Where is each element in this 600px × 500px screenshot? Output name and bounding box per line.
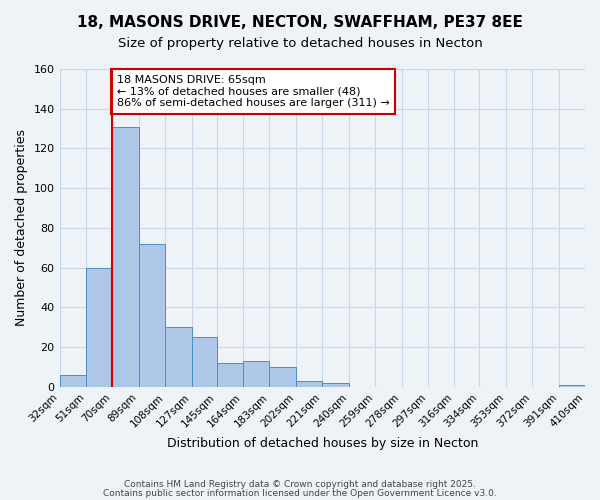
Bar	[112, 126, 139, 387]
Bar	[322, 383, 349, 387]
Bar	[59, 375, 86, 387]
Text: Size of property relative to detached houses in Necton: Size of property relative to detached ho…	[118, 38, 482, 51]
Bar	[217, 363, 243, 387]
Bar	[191, 338, 217, 387]
Bar	[296, 381, 322, 387]
Y-axis label: Number of detached properties: Number of detached properties	[15, 130, 28, 326]
Text: 18, MASONS DRIVE, NECTON, SWAFFHAM, PE37 8EE: 18, MASONS DRIVE, NECTON, SWAFFHAM, PE37…	[77, 15, 523, 30]
Bar	[243, 361, 269, 387]
Bar	[559, 385, 585, 387]
Bar	[269, 367, 296, 387]
Text: Contains HM Land Registry data © Crown copyright and database right 2025.: Contains HM Land Registry data © Crown c…	[124, 480, 476, 489]
Bar	[165, 328, 191, 387]
Text: 18 MASONS DRIVE: 65sqm
← 13% of detached houses are smaller (48)
86% of semi-det: 18 MASONS DRIVE: 65sqm ← 13% of detached…	[116, 75, 389, 108]
Bar	[139, 244, 165, 387]
Text: Contains public sector information licensed under the Open Government Licence v3: Contains public sector information licen…	[103, 488, 497, 498]
Bar	[86, 268, 112, 387]
X-axis label: Distribution of detached houses by size in Necton: Distribution of detached houses by size …	[167, 437, 478, 450]
